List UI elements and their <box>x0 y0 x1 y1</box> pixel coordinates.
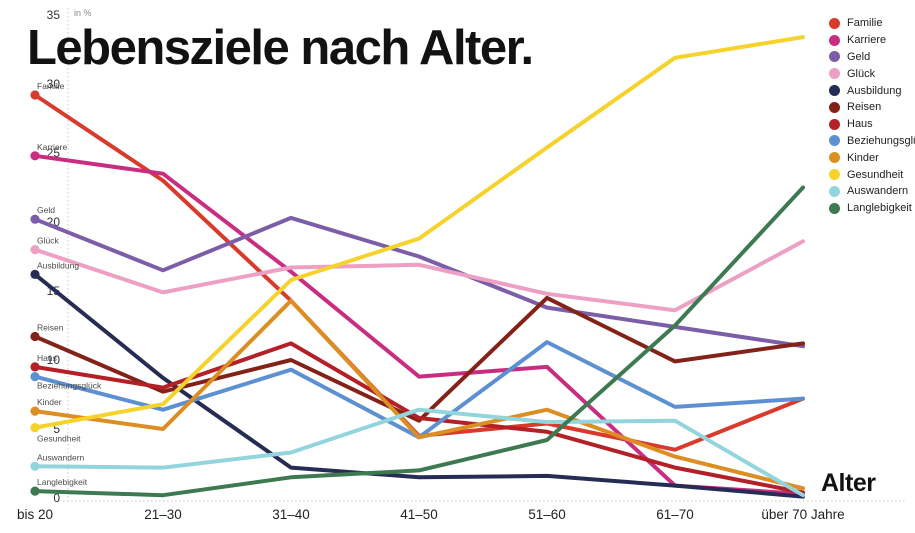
series-label-Haus: Haus <box>37 353 57 363</box>
legend-item-Familie: Familie <box>829 15 915 32</box>
legend-dot-Gesundheit <box>829 169 840 181</box>
series-label-Reisen: Reisen <box>37 323 64 333</box>
series-line-Reisen <box>33 295 805 423</box>
y-tick-label: 10 <box>47 353 61 367</box>
x-axis-title: Alter <box>821 469 876 497</box>
x-tick-label: 31–40 <box>272 507 310 522</box>
series-start-dot-Reisen <box>30 331 40 342</box>
legend-label: Reisen <box>847 101 882 114</box>
series-start-dot-Glück <box>30 245 40 255</box>
legend-item-Auswandern: Auswandern <box>829 183 915 200</box>
y-tick-label: 5 <box>53 422 60 436</box>
legend-label: Auswandern <box>847 185 909 198</box>
series-start-dot-Auswandern <box>30 461 40 471</box>
legend-dot-Haus <box>829 118 840 130</box>
series-label-Beziehungsglück: Beziehungsglück <box>37 381 102 391</box>
legend-label: Langlebigkeit <box>847 202 912 215</box>
legend-dot-Karriere <box>829 34 840 46</box>
series-line-Auswandern <box>33 407 805 498</box>
legend-dot-Kinder <box>829 152 840 164</box>
series-start-dot-Langlebigkeit <box>30 486 40 496</box>
legend-item-Ausbildung: Ausbildung <box>829 82 915 99</box>
x-tick-label: über 70 Jahre <box>761 507 844 522</box>
legend-item-Kinder: Kinder <box>829 149 915 166</box>
legend-label: Ausbildung <box>847 84 902 97</box>
legend-label: Karriere <box>847 34 887 47</box>
series-label-Kinder: Kinder <box>37 397 62 407</box>
y-tick-label: 35 <box>47 8 61 22</box>
series-label-Auswandern: Auswandern <box>37 452 85 462</box>
series-start-dot-Beziehungsglück <box>30 372 40 382</box>
y-tick-label: 30 <box>47 77 61 91</box>
legend-item-Glück: Glück <box>829 65 915 82</box>
series-start-dot-Karriere <box>30 151 40 161</box>
x-tick-label: 61–70 <box>656 507 694 522</box>
series-line-Ausbildung <box>33 272 805 499</box>
series-line-Familie <box>33 93 805 452</box>
legend-item-Beziehungsglück: Beziehungsglück <box>829 133 915 150</box>
series-line-Langlebigkeit <box>33 185 805 498</box>
series-label-Familie: Familie <box>37 81 65 91</box>
chart-title: Lebensziele nach Alter. <box>27 21 534 75</box>
legend-label: Haus <box>847 118 873 131</box>
series-line-Beziehungsglück <box>33 340 805 440</box>
legend-item-Langlebigkeit: Langlebigkeit <box>829 200 915 217</box>
legend-dot-Familie <box>829 17 840 29</box>
x-tick-label: bis 20 <box>17 507 53 522</box>
x-tick-label: 51–60 <box>528 507 566 522</box>
legend-label: Beziehungsglück <box>847 134 915 147</box>
x-tick-label: 41–50 <box>400 507 438 522</box>
legend-label: Kinder <box>847 151 879 164</box>
legend-dot-Langlebigkeit <box>829 202 840 214</box>
series-label-Gesundheit: Gesundheit <box>37 434 81 444</box>
legend-dot-Reisen <box>829 101 840 113</box>
series-label-Glück: Glück <box>37 236 59 246</box>
series-label-Ausbildung: Ausbildung <box>37 260 79 270</box>
legend-label: Gesundheit <box>847 168 904 181</box>
series-label-Geld: Geld <box>37 205 55 215</box>
legend-dot-Ausbildung <box>829 85 840 97</box>
series-start-dot-Gesundheit <box>30 423 40 433</box>
legend-item-Karriere: Karriere <box>829 32 915 49</box>
series-start-dot-Kinder <box>30 406 40 416</box>
series-line-Kinder <box>33 298 805 491</box>
series-start-dot-Haus <box>30 362 40 372</box>
legend-item-Haus: Haus <box>829 116 915 133</box>
series-line-Haus <box>33 341 805 495</box>
series-start-dot-Geld <box>30 214 40 224</box>
series-line-Gesundheit <box>33 35 805 430</box>
legend-item-Geld: Geld <box>829 49 915 66</box>
x-tick-label: 21–30 <box>144 507 182 522</box>
y-axis-unit-label: in % <box>74 8 92 18</box>
legend-label: Familie <box>847 17 883 30</box>
y-tick-label: 0 <box>53 491 60 505</box>
legend-label: Geld <box>847 50 871 63</box>
series-label-Karriere: Karriere <box>37 142 68 152</box>
chart-legend: Familie Karriere Geld Glück Ausbildung Reisen… <box>829 15 915 217</box>
series-start-dot-Ausbildung <box>30 269 40 279</box>
legend-item-Gesundheit: Gesundheit <box>829 166 915 183</box>
legend-dot-Beziehungsglück <box>829 135 840 147</box>
legend-dot-Auswandern <box>829 185 840 197</box>
series-start-dot-Familie <box>30 90 40 100</box>
series-line-Glück <box>33 239 805 313</box>
legend-dot-Geld <box>829 51 840 63</box>
series-label-Langlebigkeit: Langlebigkeit <box>37 477 88 487</box>
legend-item-Reisen: Reisen <box>829 99 915 116</box>
legend-dot-Glück <box>829 68 840 80</box>
legend-label: Glück <box>847 67 876 80</box>
